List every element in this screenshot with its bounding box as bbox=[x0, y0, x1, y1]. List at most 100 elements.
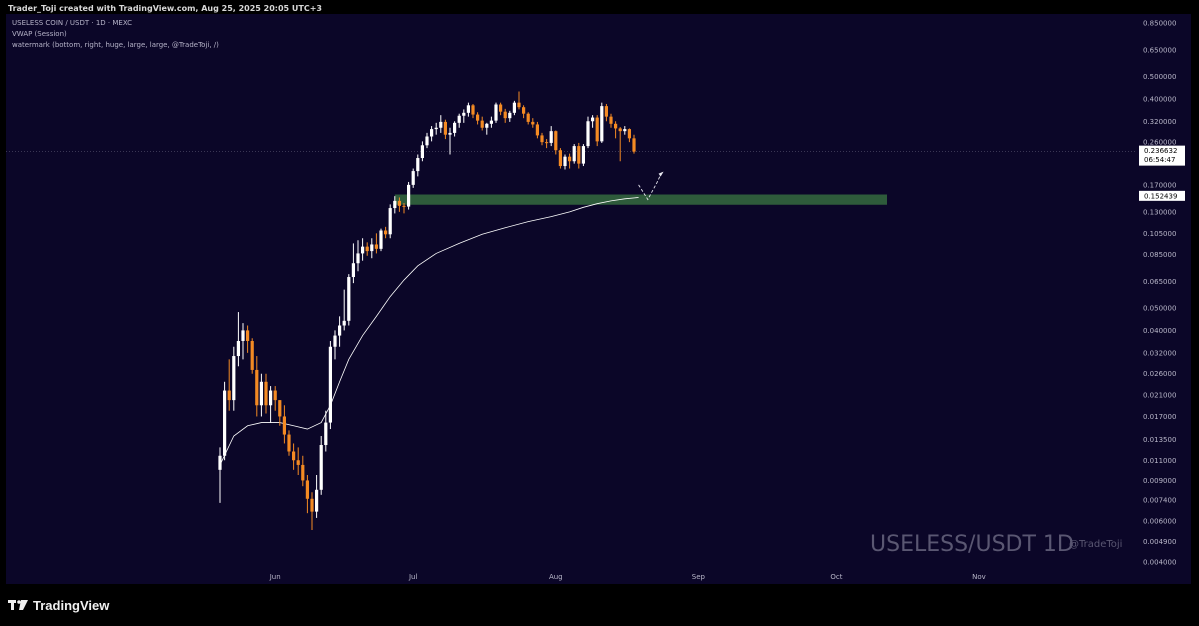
candle-body bbox=[393, 200, 397, 209]
candle bbox=[535, 121, 539, 139]
candle bbox=[402, 202, 406, 214]
candle bbox=[273, 386, 277, 411]
candle-body bbox=[333, 335, 337, 347]
candle-body bbox=[526, 113, 530, 122]
candle bbox=[623, 126, 627, 135]
chart-panel[interactable]: USELESS COIN / USDT · 1D · MEXC VWAP (Se… bbox=[6, 14, 1191, 584]
price-chart-svg[interactable]: 0.850000 0.650000 0.500000 0.400000 0.320000… bbox=[6, 14, 1191, 584]
y-tick-label: 0.032000 bbox=[1143, 349, 1176, 357]
candle-body bbox=[361, 246, 365, 254]
candle bbox=[282, 405, 286, 444]
candle-body bbox=[255, 369, 259, 406]
watermark-handle-text: @TradeToji bbox=[1069, 539, 1122, 550]
watermark-symbol-text: USELESS/USDT 1D bbox=[870, 532, 1074, 557]
y-tick-label: 0.130000 bbox=[1143, 208, 1176, 216]
candle-body bbox=[471, 105, 475, 115]
candle-body bbox=[292, 451, 296, 461]
candle bbox=[393, 196, 397, 214]
candle bbox=[411, 168, 415, 188]
candle-body bbox=[365, 246, 369, 252]
candle-body bbox=[374, 244, 378, 249]
candle bbox=[287, 430, 291, 456]
tradingview-logo[interactable]: TradingView bbox=[8, 598, 109, 613]
watermark-legend[interactable]: watermark (bottom, right, huge, large, l… bbox=[12, 41, 219, 49]
level-price-box bbox=[1139, 190, 1185, 201]
y-tick-label: 0.500000 bbox=[1143, 73, 1176, 81]
candle-body bbox=[227, 390, 231, 401]
y-tick-label: 0.040000 bbox=[1143, 327, 1176, 335]
current-price-box bbox=[1139, 145, 1185, 166]
candle-body bbox=[305, 480, 309, 499]
candle bbox=[591, 115, 595, 128]
candle bbox=[489, 116, 493, 128]
candle bbox=[466, 102, 470, 117]
candle-body bbox=[558, 150, 562, 167]
candle-body bbox=[328, 346, 332, 423]
y-tick-label: 0.007400 bbox=[1143, 497, 1176, 505]
candle-body bbox=[241, 330, 245, 342]
candle bbox=[328, 341, 332, 430]
candle bbox=[522, 105, 526, 119]
candle bbox=[595, 115, 599, 147]
candle bbox=[453, 121, 457, 137]
candle-body bbox=[278, 400, 282, 417]
candle bbox=[338, 316, 342, 347]
candle-body bbox=[259, 381, 263, 406]
current-price-label: 0.236632 bbox=[1144, 147, 1177, 155]
candle bbox=[351, 243, 355, 284]
y-tick-label: 0.105000 bbox=[1143, 230, 1176, 238]
candle bbox=[618, 127, 622, 162]
candle-body bbox=[301, 464, 305, 481]
candle bbox=[259, 373, 263, 417]
candle bbox=[476, 112, 480, 125]
candle-body bbox=[273, 390, 277, 401]
projection-path bbox=[638, 172, 663, 201]
candle bbox=[241, 323, 245, 360]
candle-body bbox=[591, 117, 595, 122]
candle-body bbox=[503, 111, 507, 119]
top-bar: Trader_Toji created with TradingView.com… bbox=[0, 0, 1199, 18]
candle-body bbox=[282, 416, 286, 435]
y-tick-label: 0.065000 bbox=[1143, 278, 1176, 286]
candle bbox=[407, 181, 411, 210]
symbol-legend[interactable]: USELESS COIN / USDT · 1D · MEXC bbox=[12, 19, 132, 27]
indicator-legend[interactable]: VWAP (Session) bbox=[12, 30, 67, 38]
candle-body bbox=[223, 390, 227, 456]
candle-body bbox=[563, 156, 567, 167]
countdown-label: 06:54:47 bbox=[1144, 156, 1175, 164]
candle bbox=[292, 443, 296, 470]
candle-body bbox=[568, 156, 572, 162]
candle-body bbox=[443, 121, 447, 135]
candle-body bbox=[485, 123, 489, 128]
candle bbox=[457, 113, 461, 128]
candle bbox=[425, 132, 429, 149]
candle-body bbox=[416, 158, 420, 172]
candle-body bbox=[388, 208, 392, 235]
candle bbox=[503, 108, 507, 123]
candle-body bbox=[411, 171, 415, 185]
credit-text: Trader_Toji created with TradingView.com… bbox=[8, 4, 322, 13]
candle-body bbox=[517, 102, 521, 108]
candle bbox=[531, 118, 535, 128]
candle bbox=[609, 113, 613, 128]
candle bbox=[558, 148, 562, 169]
candle bbox=[499, 102, 503, 116]
candle-body bbox=[236, 341, 240, 357]
candle-body bbox=[384, 230, 388, 235]
candle bbox=[370, 238, 374, 259]
candle-body bbox=[499, 104, 503, 112]
vwap-line bbox=[219, 197, 639, 466]
candle-body bbox=[269, 390, 273, 406]
candle-body bbox=[379, 230, 383, 249]
candle-body bbox=[448, 132, 452, 135]
candle bbox=[315, 474, 319, 518]
tradingview-logo-text: TradingView bbox=[33, 598, 110, 613]
x-tick-label: Sep bbox=[692, 573, 706, 581]
candle-body bbox=[453, 122, 457, 133]
candle-body bbox=[572, 146, 576, 162]
candle-body bbox=[586, 121, 590, 147]
candle bbox=[324, 410, 328, 452]
candle bbox=[577, 142, 581, 169]
candle-body bbox=[430, 129, 434, 137]
candle-body bbox=[604, 106, 608, 117]
